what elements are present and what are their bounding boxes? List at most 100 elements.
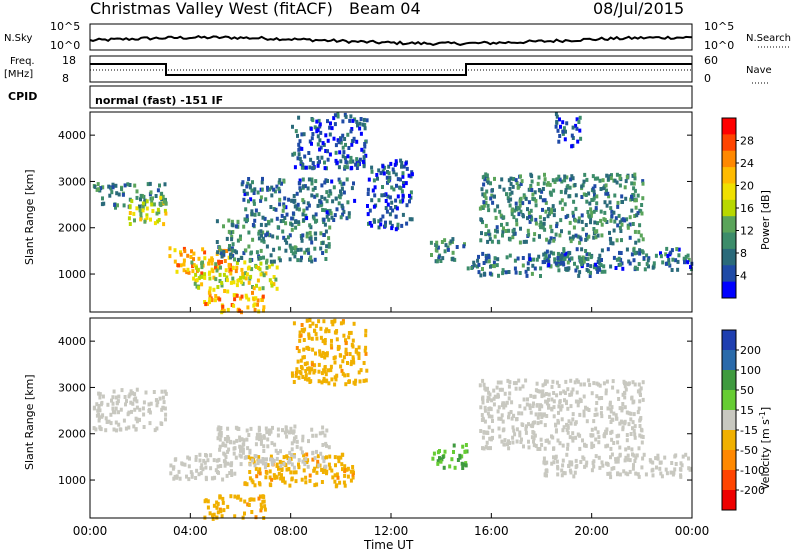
- echo-cell: [498, 209, 502, 214]
- echo-cell: [512, 428, 516, 433]
- echo-cell: [622, 469, 626, 474]
- echo-cell: [220, 514, 224, 519]
- echo-cell: [502, 215, 506, 220]
- echo-cell: [258, 286, 262, 291]
- echo-cell: [111, 182, 115, 187]
- echo-cell: [574, 123, 578, 128]
- echo-cell: [664, 252, 668, 257]
- echo-cell: [327, 445, 331, 450]
- echo-cell: [282, 455, 286, 460]
- echo-cell: [97, 404, 101, 408]
- echo-cell: [258, 471, 262, 476]
- echo-cell: [615, 180, 619, 185]
- echo-cell: [256, 190, 260, 195]
- echo-cell: [615, 257, 619, 262]
- echo-cell: [632, 248, 636, 252]
- echo-cell: [486, 446, 490, 451]
- echo-cell: [261, 230, 265, 235]
- echo-cell: [566, 267, 570, 272]
- echo-cell: [282, 461, 286, 466]
- echo-cell: [633, 172, 637, 177]
- echo-cell: [637, 230, 641, 235]
- echo-cell: [552, 455, 555, 460]
- echo-cell: [555, 177, 559, 182]
- echo-cell: [460, 454, 464, 459]
- echo-cell: [260, 180, 264, 185]
- power-colorbar-tick-label: 12: [740, 225, 754, 238]
- echo-cell: [479, 405, 483, 410]
- echo-cell: [651, 473, 655, 478]
- echo-cell: [564, 379, 568, 384]
- echo-cell: [520, 411, 524, 416]
- echo-cell: [601, 463, 605, 468]
- echo-cell: [228, 244, 231, 248]
- echo-cell: [346, 200, 350, 205]
- echo-cell: [279, 476, 283, 481]
- echo-cell: [664, 261, 668, 266]
- echo-cell: [569, 470, 573, 475]
- echo-cell: [164, 211, 168, 216]
- echo-cell: [177, 263, 180, 268]
- echo-cell: [138, 417, 141, 422]
- echo-cell: [624, 471, 628, 476]
- echo-cell: [323, 196, 327, 201]
- echo-cell: [543, 381, 547, 386]
- echo-cell: [481, 206, 485, 210]
- echo-cell: [594, 437, 598, 442]
- echo-cell: [497, 273, 500, 278]
- echo-cell: [633, 176, 637, 181]
- echo-cell: [492, 396, 496, 401]
- echo-cell: [134, 427, 138, 432]
- echo-cell: [555, 119, 559, 124]
- echo-cell: [151, 209, 155, 213]
- echo-cell: [566, 423, 570, 428]
- echo-cell: [250, 212, 254, 217]
- echo-cell: [625, 175, 629, 179]
- echo-cell: [568, 185, 572, 190]
- echo-cell: [130, 391, 134, 396]
- echo-cell: [206, 499, 210, 504]
- echo-cell: [252, 191, 256, 195]
- echo-cell: [600, 258, 603, 262]
- echo-cell: [96, 182, 100, 187]
- echo-cell: [614, 459, 618, 464]
- echo-cell: [346, 474, 350, 479]
- echo-cell: [487, 407, 491, 411]
- echo-cell: [336, 455, 340, 460]
- echo-cell: [252, 460, 256, 465]
- echo-cell: [497, 416, 501, 421]
- echo-cell: [515, 218, 519, 223]
- echo-cell: [243, 260, 247, 265]
- echo-cell: [305, 452, 309, 457]
- echo-cell: [571, 387, 575, 392]
- echo-cell: [633, 432, 637, 437]
- echo-cell: [323, 208, 327, 213]
- echo-cell: [560, 198, 564, 203]
- echo-cell: [492, 388, 496, 393]
- echo-cell: [633, 265, 637, 270]
- echo-cell: [107, 419, 111, 424]
- echo-cell: [264, 475, 268, 480]
- echo-cell: [341, 154, 345, 159]
- echo-cell: [343, 464, 347, 469]
- velocity-y-tick-label: 4000: [58, 335, 86, 348]
- echo-cell: [441, 256, 445, 261]
- echo-cell: [325, 428, 329, 433]
- echo-cell: [500, 177, 504, 182]
- echo-cell: [259, 229, 263, 234]
- echo-cell: [328, 225, 332, 230]
- echo-cell: [576, 432, 580, 437]
- echo-cell: [349, 159, 353, 164]
- echo-cell: [526, 207, 529, 212]
- echo-cell: [111, 406, 115, 411]
- echo-cell: [290, 216, 294, 221]
- echo-cell: [560, 261, 563, 266]
- echo-cell: [519, 182, 523, 186]
- echo-cell: [109, 412, 113, 417]
- echo-cell: [641, 179, 645, 184]
- echo-cell: [553, 180, 557, 184]
- echo-cell: [561, 120, 565, 125]
- echo-cell: [541, 413, 545, 418]
- echo-cell: [269, 259, 273, 264]
